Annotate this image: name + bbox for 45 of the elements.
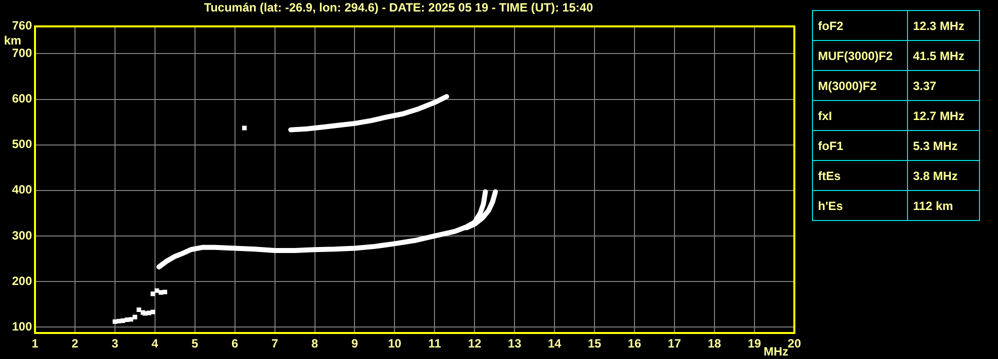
x-tick-label: 14 bbox=[548, 336, 562, 351]
y-tick-label: 760 bbox=[12, 18, 32, 33]
x-tick-label: 12 bbox=[468, 336, 482, 351]
x-tick-label: 13 bbox=[508, 336, 522, 351]
text: ftEs bbox=[812, 160, 908, 190]
x-tick-label: 19 bbox=[748, 336, 762, 351]
x-tick-label: 8 bbox=[311, 336, 318, 351]
x-tick-label: 3 bbox=[112, 336, 119, 351]
text: 12.3 MHz bbox=[908, 10, 980, 40]
text: fxI bbox=[812, 100, 908, 130]
x-tick-label: 16 bbox=[628, 336, 642, 351]
x-tick-label: 11 bbox=[428, 336, 442, 351]
x-tick-label: 10 bbox=[388, 336, 402, 351]
text: MUF(3000)F2 bbox=[812, 40, 908, 70]
text: foF2 bbox=[812, 10, 908, 40]
text: 5.3 MHz bbox=[908, 130, 980, 160]
y-tick-label: 400 bbox=[12, 182, 32, 197]
x-tick-label: 18 bbox=[708, 336, 722, 351]
y-tick-label: 600 bbox=[12, 92, 32, 106]
text: 3.37 bbox=[908, 70, 980, 100]
x-tick-label: 6 bbox=[231, 336, 238, 351]
x-tick-label: 2 bbox=[72, 336, 79, 351]
x-tick-label: 5 bbox=[192, 336, 199, 351]
y-tick-label: 100 bbox=[12, 319, 32, 334]
x-tick-label: 9 bbox=[351, 336, 358, 351]
x-tick-label: 7 bbox=[271, 336, 278, 351]
y-tick-label: 500 bbox=[12, 137, 32, 152]
x-tick-label: 4 bbox=[152, 336, 159, 351]
x-axis-title: MHz bbox=[764, 344, 788, 358]
text: M(3000)F2 bbox=[812, 70, 908, 100]
text: 112 km bbox=[908, 190, 980, 220]
chart-title: Tucumán (lat: -26.9, lon: 294.6) - DATE: 2025 05 19 - TIME (UT): 15:40 bbox=[204, 0, 594, 15]
text: foF1 bbox=[812, 130, 908, 160]
x-tick-label: 20 bbox=[788, 336, 802, 351]
y-tick-label: 700 bbox=[12, 46, 32, 60]
text: h'Es bbox=[812, 190, 908, 220]
text: 12.7 MHz bbox=[908, 100, 980, 130]
text: 3.8 MHz bbox=[908, 160, 980, 190]
y-tick-label: 300 bbox=[12, 228, 32, 242]
text: 41.5 MHz bbox=[908, 40, 980, 70]
y-axis-title: km bbox=[4, 34, 22, 48]
y-tick-label: 200 bbox=[12, 274, 32, 288]
x-tick-label: 1 bbox=[32, 336, 39, 351]
x-tick-label: 17 bbox=[668, 336, 682, 351]
x-tick-label: 15 bbox=[588, 336, 602, 351]
